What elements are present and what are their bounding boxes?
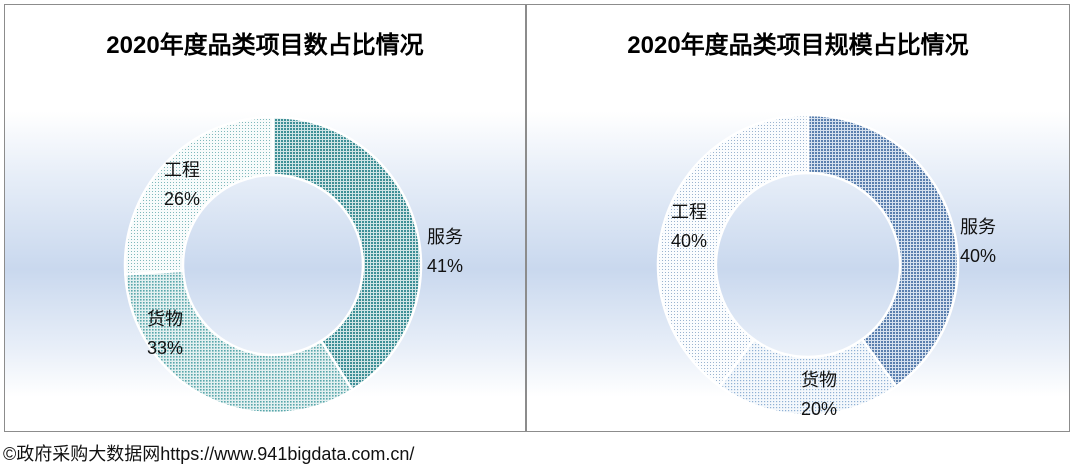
slice-percent-label: 40% (960, 246, 996, 266)
slice-percent-label: 26% (164, 189, 200, 209)
slice-name-label: 工程 (164, 160, 200, 180)
chart-title: 2020年度品类项目规模占比情况 (627, 32, 969, 59)
donut-chart-item-scale: 服务 40% 货物 20% 工程 40% (656, 113, 996, 419)
slice-percent-label: 20% (801, 399, 837, 419)
slice-percent-label: 33% (147, 338, 183, 358)
chart-panel-item-count: 2020年度品类项目数占比情况 服务 41% 货物 33% 工程 26% (4, 4, 526, 432)
source-watermark: ©政府采购大数据网https://www.941bigdata.com.cn/ (3, 444, 415, 464)
slice-name-label: 服务 (960, 217, 996, 237)
donut-slice-2 (123, 269, 355, 415)
slice-name-label: 货物 (147, 309, 183, 329)
slice-name-label: 服务 (427, 227, 463, 247)
chart-title: 2020年度品类项目数占比情况 (106, 32, 424, 59)
slice-percent-label: 40% (671, 231, 707, 251)
donut-slice-1 (271, 115, 423, 392)
donut-chart-item-count: 服务 41% 货物 33% 工程 26% (123, 115, 463, 415)
slice-name-label: 工程 (671, 202, 707, 222)
donut-slice-3 (123, 115, 275, 276)
slice-percent-label: 41% (427, 256, 463, 276)
slice-name-label: 货物 (801, 370, 837, 390)
donut-slice-3 (656, 113, 810, 389)
donut-slice-1 (806, 113, 960, 389)
chart-panel-item-scale: 2020年度品类项目规模占比情况 服务 40% 货物 20% 工程 40% (526, 4, 1070, 432)
